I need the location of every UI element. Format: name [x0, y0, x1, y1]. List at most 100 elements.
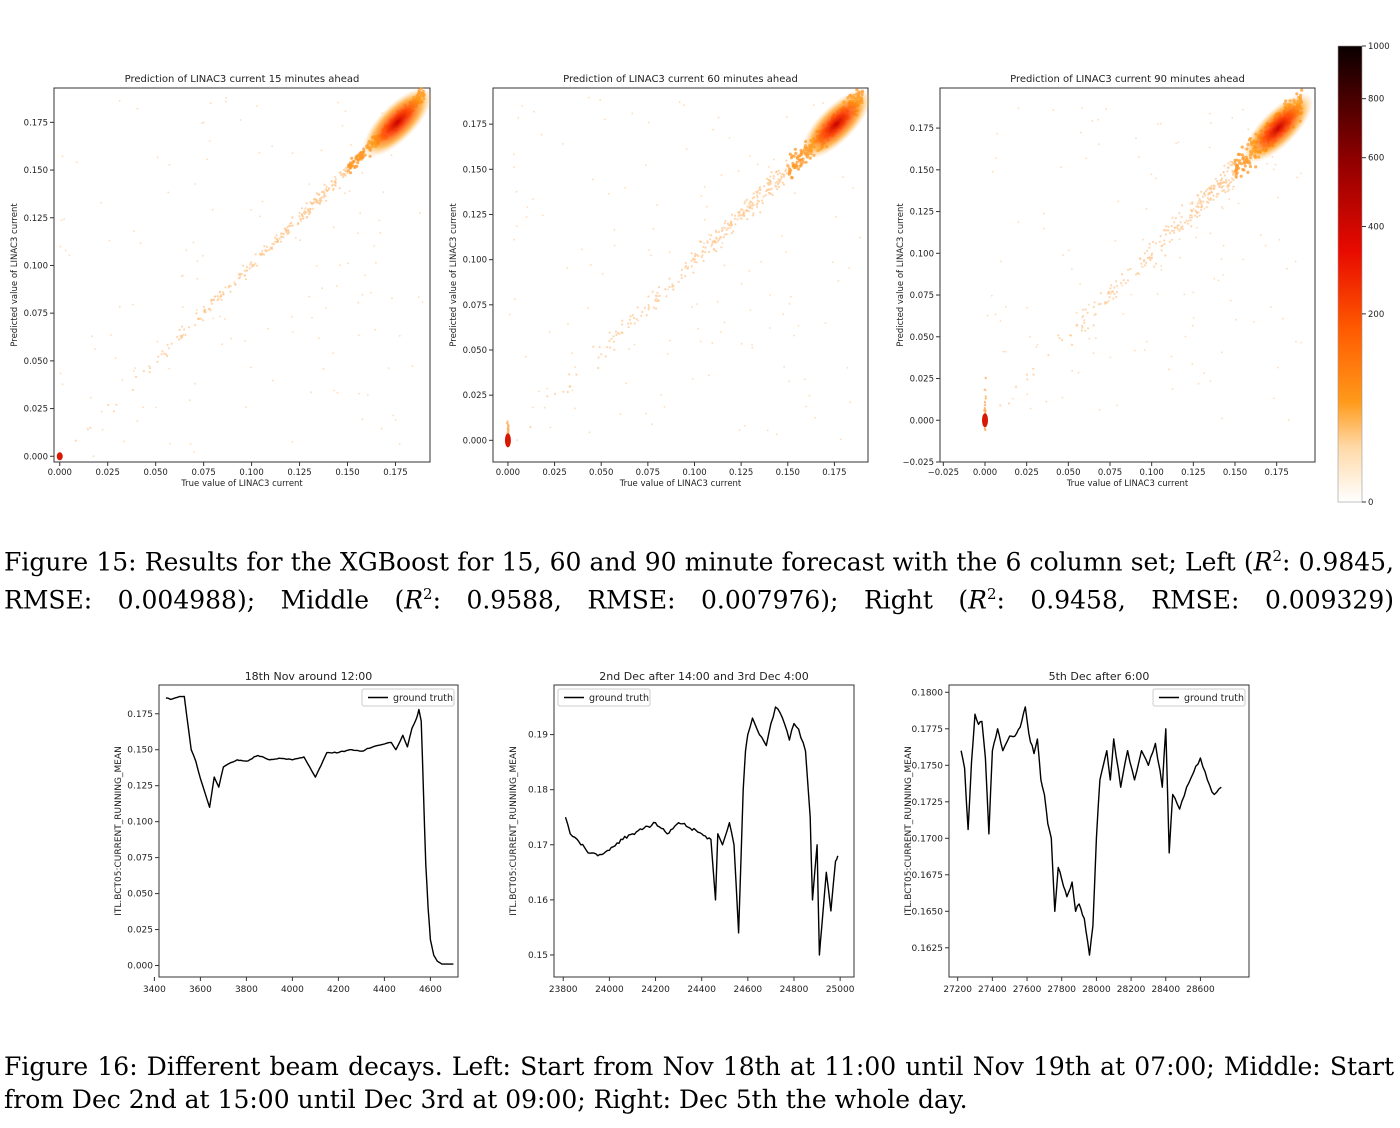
density-point [782, 313, 785, 315]
density-point [201, 254, 204, 257]
density-point [213, 295, 216, 298]
density-point [320, 190, 324, 194]
density-point [663, 405, 666, 408]
density-point [669, 339, 671, 342]
density-point [256, 105, 258, 107]
density-point [757, 189, 760, 192]
density-point [636, 306, 639, 309]
density-point [220, 298, 223, 301]
density-point [355, 154, 359, 158]
density-point [1216, 183, 1219, 186]
density-point [751, 197, 754, 200]
density-point [209, 102, 212, 105]
density-point [192, 241, 195, 244]
density-point [762, 195, 765, 198]
density-point [729, 223, 732, 227]
legend-box [1152, 688, 1246, 707]
density-point [1133, 349, 1136, 352]
density-point [1224, 191, 1227, 194]
x-tick-label: 0.075 [191, 468, 215, 478]
density-point [1112, 297, 1115, 300]
density-point [770, 171, 773, 174]
density-point [1199, 199, 1202, 202]
density-point [999, 404, 1002, 407]
density-point [216, 295, 219, 298]
density-point [1231, 188, 1234, 191]
density-point [781, 181, 784, 184]
density-point [250, 366, 253, 369]
density-point [1235, 318, 1237, 321]
density-point [749, 309, 752, 311]
legend-box [361, 688, 455, 707]
density-point [738, 429, 741, 432]
density-point [203, 308, 206, 311]
density-point [628, 348, 630, 350]
density-point [729, 226, 732, 229]
density-point [166, 343, 169, 346]
density-point [767, 166, 770, 168]
x-tick-label: 0.075 [636, 468, 660, 478]
density-point [1088, 303, 1090, 306]
density-point [808, 394, 811, 397]
density-point [781, 235, 784, 238]
x-axis-label: True value of LINAC3 current [180, 479, 303, 489]
density-point [1156, 293, 1159, 295]
density-point [278, 237, 281, 240]
density-point [1168, 368, 1170, 371]
density-point [284, 228, 287, 231]
density-point [612, 340, 616, 343]
density-point [1171, 216, 1174, 219]
density-point [276, 240, 279, 243]
density-point [569, 385, 572, 388]
density-point [209, 309, 212, 312]
density-point [373, 245, 376, 247]
density-point [291, 224, 294, 227]
density-point [741, 218, 743, 221]
y-tick-label: 0.125 [24, 214, 48, 224]
density-point [720, 174, 723, 177]
density-point [1036, 343, 1039, 346]
density-point [1202, 192, 1205, 195]
density-point [730, 232, 733, 235]
density-point [194, 324, 197, 327]
density-point [717, 230, 721, 233]
density-point [721, 242, 724, 244]
density-point [984, 396, 987, 399]
density-point [531, 406, 534, 409]
density-point [1231, 116, 1234, 119]
y-tick-label: 0.1725 [912, 798, 944, 808]
density-point [1207, 201, 1210, 204]
density-point [309, 207, 312, 210]
density-point [1110, 284, 1113, 287]
density-point [60, 219, 63, 222]
density-point [1197, 382, 1200, 385]
density-point [1229, 299, 1232, 302]
density-point [645, 164, 647, 167]
density-point [357, 301, 360, 304]
density-point [647, 306, 650, 309]
density-point [1083, 319, 1086, 322]
density-point [86, 428, 89, 431]
density-point [858, 236, 861, 239]
density-point [1109, 287, 1112, 290]
density-point [242, 264, 245, 267]
density-point [613, 348, 616, 351]
density-point [115, 403, 118, 406]
density-point [763, 185, 766, 188]
chart-title: 5th Dec after 6:00 [1049, 670, 1150, 683]
density-point [654, 299, 657, 302]
density-point [311, 207, 314, 210]
density-point [1057, 334, 1060, 337]
density-point [212, 317, 215, 320]
density-point [1189, 216, 1192, 219]
density-point [239, 119, 242, 121]
density-point [1181, 227, 1184, 231]
density-point [729, 222, 732, 225]
density-point [182, 274, 185, 277]
density-point [160, 353, 163, 356]
density-point [715, 231, 718, 234]
density-point [225, 100, 227, 103]
density-point [251, 264, 254, 267]
density-point [546, 387, 549, 390]
density-peak [801, 89, 872, 160]
